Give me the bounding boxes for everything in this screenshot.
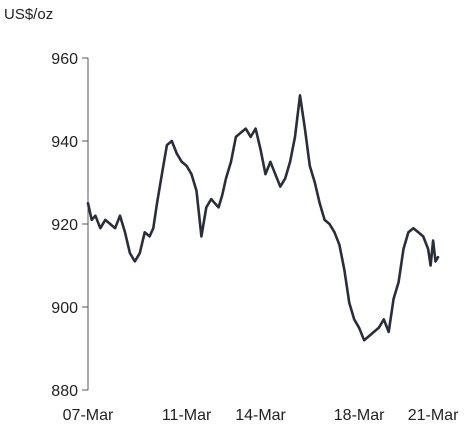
price-data-point — [214, 202, 216, 205]
price-data-point — [156, 202, 158, 205]
price-data-point — [338, 243, 341, 246]
price-data-point — [205, 206, 208, 209]
price-data-point — [109, 223, 112, 225]
price-data-point — [434, 260, 437, 263]
price-data-point — [412, 227, 415, 230]
price-data-point — [90, 219, 93, 221]
price-data-point — [104, 219, 107, 221]
price-data-point — [377, 326, 380, 329]
price-data-point — [274, 173, 277, 176]
price-data-point — [358, 326, 360, 329]
price-data-point — [235, 136, 237, 138]
price-data-point — [129, 252, 131, 255]
price-data-point — [318, 202, 321, 205]
price-data-point — [225, 177, 227, 180]
price-data-point — [373, 331, 375, 333]
price-data-point — [99, 227, 102, 230]
price-data-point — [427, 248, 429, 250]
price-data-point — [244, 127, 247, 130]
price-data-point — [152, 227, 155, 230]
y-tick-label: 880 — [51, 383, 78, 400]
price-series-line — [86, 94, 440, 342]
price-data-point — [175, 152, 178, 155]
x-tick-label: 11-Mar — [162, 407, 212, 424]
price-data-point — [299, 94, 301, 97]
y-tick-label: 900 — [51, 300, 78, 317]
price-data-point — [382, 318, 385, 321]
price-data-point — [333, 231, 336, 234]
price-data-point — [368, 335, 370, 337]
price-data-point — [133, 260, 136, 263]
price-data-point — [114, 227, 116, 230]
y-tick-label: 940 — [51, 134, 78, 151]
price-data-point — [119, 214, 121, 217]
x-tick-label: 07-Mar — [63, 407, 114, 424]
price-data-point — [138, 252, 141, 255]
price-data-point — [200, 235, 203, 238]
price-data-point — [422, 235, 425, 238]
y-unit-label: US$/oz — [4, 6, 54, 23]
price-data-point — [190, 173, 193, 176]
price-data-point — [239, 131, 242, 134]
price-data-point — [402, 248, 405, 250]
price-data-point — [308, 165, 311, 167]
price-data-point — [221, 194, 224, 196]
price-data-point — [323, 219, 326, 221]
price-data-point — [328, 223, 331, 225]
price-data-point — [363, 339, 365, 342]
price-data-point — [249, 136, 252, 138]
price-data-point — [94, 214, 97, 217]
price-data-point — [392, 297, 395, 300]
price-data-point — [289, 160, 291, 163]
price-data-point — [432, 239, 434, 242]
price-data-point — [166, 144, 168, 147]
price-data-point — [387, 331, 390, 333]
price-data-point — [180, 160, 183, 163]
price-data-point — [407, 231, 410, 234]
y-tick-label: 960 — [51, 51, 78, 68]
price-data-point — [343, 268, 346, 271]
price-data-point — [279, 185, 282, 188]
price-data-point — [304, 127, 306, 130]
price-data-point — [397, 281, 400, 283]
x-tick-label: 18-Mar — [334, 407, 385, 424]
price-data-point — [148, 235, 151, 238]
price-data-point — [143, 231, 146, 234]
price-data-point — [437, 256, 439, 259]
price-data-point — [353, 318, 356, 321]
x-tick-label: 21-Mar — [408, 407, 459, 424]
price-data-point — [284, 177, 287, 180]
x-tick-label: 14-Mar — [235, 407, 286, 424]
price-data-point — [294, 136, 296, 138]
price-data-point — [417, 231, 420, 234]
price-data-point — [313, 181, 316, 184]
price-data-point — [124, 231, 126, 234]
price-data-point — [348, 302, 351, 304]
price-data-point — [170, 140, 173, 142]
price-data-point — [195, 189, 198, 192]
price-data-point — [210, 198, 213, 201]
price-data-point — [161, 173, 163, 176]
price-data-point — [259, 148, 262, 151]
price-data-point — [230, 160, 232, 163]
y-tick-label: 920 — [51, 217, 78, 234]
price-data-point — [429, 264, 432, 267]
price-data-point — [269, 160, 272, 163]
price-data-point — [217, 206, 220, 209]
price-data-point — [87, 202, 89, 205]
price-data-point — [254, 127, 257, 130]
price-data-point — [264, 173, 267, 176]
price-data-point — [185, 165, 188, 167]
